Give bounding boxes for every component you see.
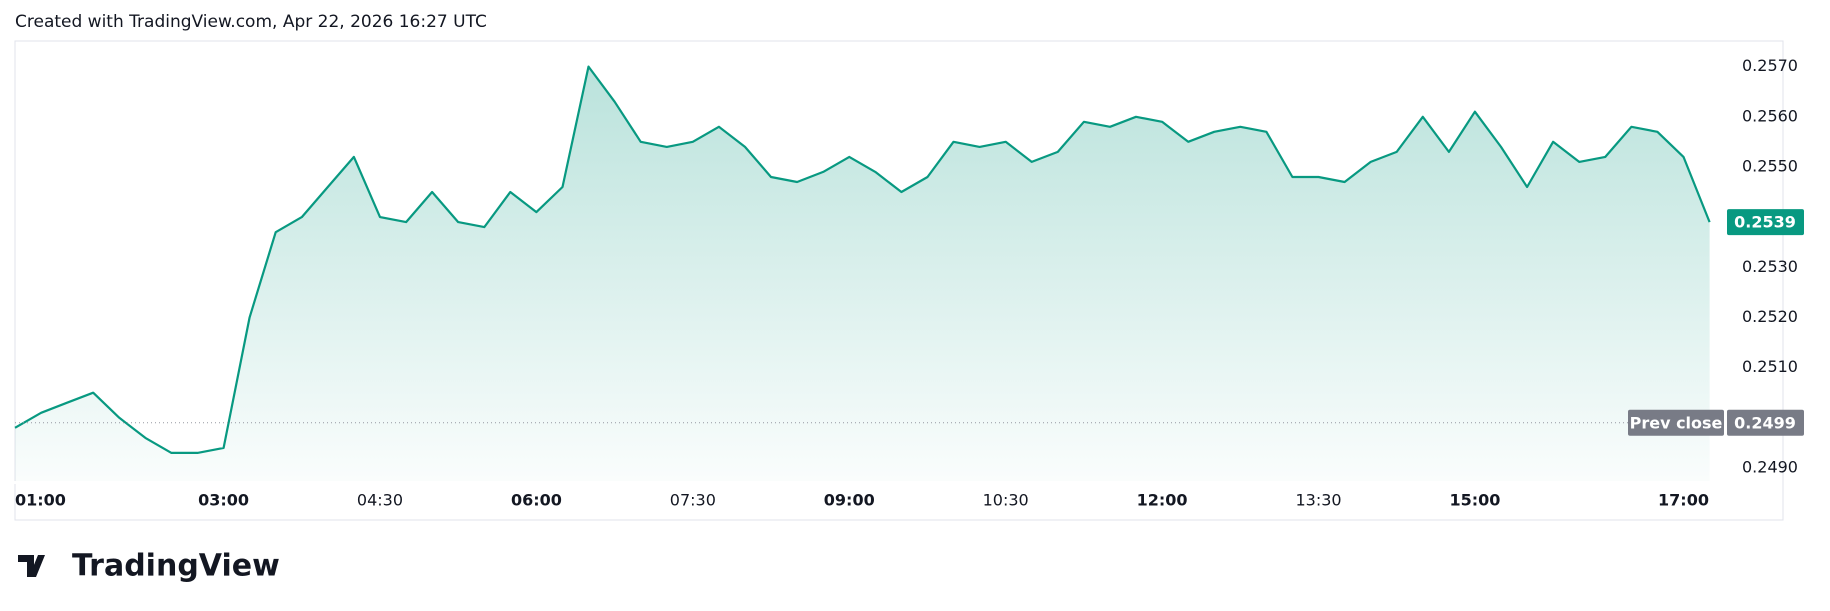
- x-tick-label: 03:00: [198, 491, 249, 510]
- x-tick-label: 09:00: [824, 491, 875, 510]
- logo: TradingView: [18, 549, 280, 584]
- x-tick-label: 15:00: [1449, 491, 1500, 510]
- chart-title: Created with TradingView.com, Apr 22, 20…: [15, 12, 487, 32]
- x-tick-label: 13:30: [1295, 491, 1341, 510]
- x-tick-label: 01:00: [15, 491, 66, 510]
- x-tick-label: 07:30: [670, 491, 716, 510]
- logo-text: TradingView: [72, 549, 280, 584]
- y-tick-label: 0.2560: [1742, 106, 1798, 125]
- x-tick-label: 06:00: [511, 491, 562, 510]
- y-tick-label: 0.2550: [1742, 156, 1798, 175]
- y-tick-label: 0.2520: [1742, 307, 1798, 326]
- prev-close-value: 0.2499: [1734, 413, 1796, 432]
- y-tick-label: 0.2510: [1742, 357, 1798, 376]
- plot-frame: [14, 40, 1784, 521]
- x-tick-label: 04:30: [357, 491, 403, 510]
- prev-close-box: [1727, 409, 1804, 436]
- y-tick-label: 0.2530: [1742, 257, 1798, 276]
- prev-close-tag-label: Prev close: [1630, 413, 1723, 432]
- price-line: [14, 65, 1711, 454]
- x-tick-label: 10:30: [983, 491, 1029, 510]
- x-tick-label: 17:00: [1658, 491, 1709, 510]
- y-tick-label: 0.2490: [1742, 457, 1798, 476]
- last-price-box: [1727, 209, 1804, 236]
- logo-icon: [18, 555, 45, 577]
- x-tick-label: 12:00: [1137, 491, 1188, 510]
- y-tick-label: 0.2570: [1742, 56, 1798, 75]
- area-fill: [15, 66, 1710, 481]
- last-price-label: 0.2539: [1734, 213, 1796, 232]
- prev-close-tag: [1628, 409, 1724, 436]
